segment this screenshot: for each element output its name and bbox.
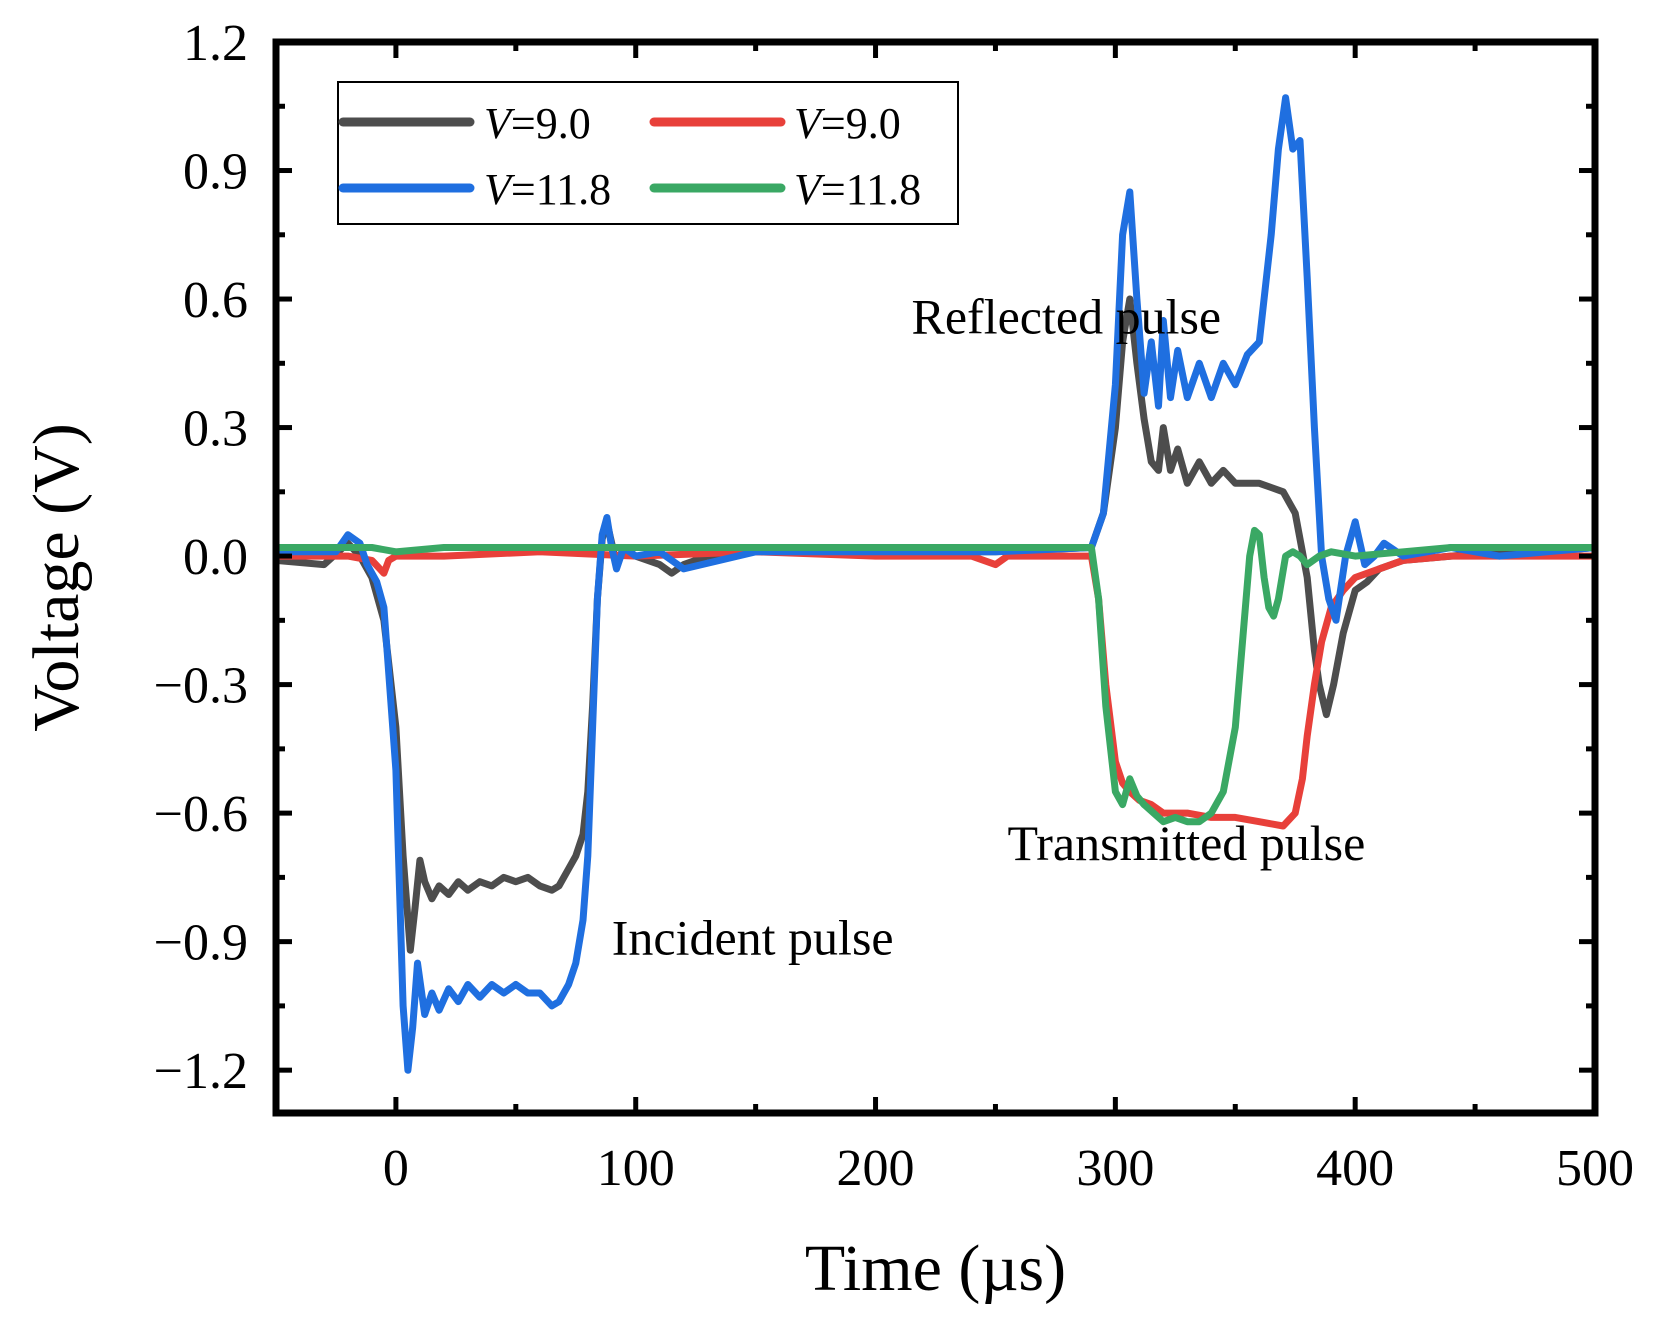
y-axis-title: Voltage (V) [20,423,93,732]
legend-label-v118-blue: V=11.8 [484,165,611,214]
legend-label-value: =9.0 [511,99,591,148]
series-line-2 [272,94,1599,1074]
y-tick-label: 0.6 [183,272,248,329]
x-tick-label: 0 [383,1140,409,1197]
annotation-reflected-pulse: Reflected pulse [912,288,1222,344]
x-axis-title: Time (µs) [805,1232,1066,1305]
legend-label-v9-black: V=9.0 [484,99,591,148]
x-tick-label: 500 [1556,1140,1634,1197]
ticks-layer [276,42,1595,1113]
plot-frame [272,38,1599,1117]
y-tick-label: −0.9 [154,915,248,972]
series-line-0 [272,295,1599,954]
y-tick-label: 0.9 [183,144,248,201]
y-tick-label: 1.2 [183,15,248,72]
y-tick-label: −0.6 [154,786,248,843]
annotation-transmitted-pulse: Transmitted pulse [1007,815,1365,871]
annotation-incident-pulse: Incident pulse [612,909,894,965]
legend-label-var: V [794,165,826,214]
series-line-3 [272,526,1599,826]
labels-layer: 0 100 200 300 400 500 −1.2 −0.9 −0.6 −0.3 0.0 0.3 0.… [154,15,1634,1197]
legend-box [337,81,959,225]
y-tick-label: 0.0 [183,529,248,586]
x-tick-label: 100 [597,1140,675,1197]
x-tick-label: 400 [1316,1140,1394,1197]
x-tick-label: 300 [1076,1140,1154,1197]
legend-label-value: =11.8 [821,165,921,214]
y-tick-label: −0.3 [154,658,248,715]
legend-label-var: V [794,99,826,148]
y-tick-label: 0.3 [183,401,248,458]
legend-label-value: =11.8 [511,165,611,214]
y-tick-label: −1.2 [154,1043,248,1100]
legend-label-v9-red: V=9.0 [794,99,901,148]
series-layer [272,94,1599,1074]
series-line-1 [272,548,1599,830]
legend-label-var: V [484,99,516,148]
legend-label-v118-green: V=11.8 [794,165,921,214]
legend: V=9.0 V=9.0 V=11.8 V=11.8 [337,81,959,225]
x-tick-label: 200 [837,1140,915,1197]
legend-label-var: V [484,165,516,214]
legend-label-value: =9.0 [821,99,901,148]
